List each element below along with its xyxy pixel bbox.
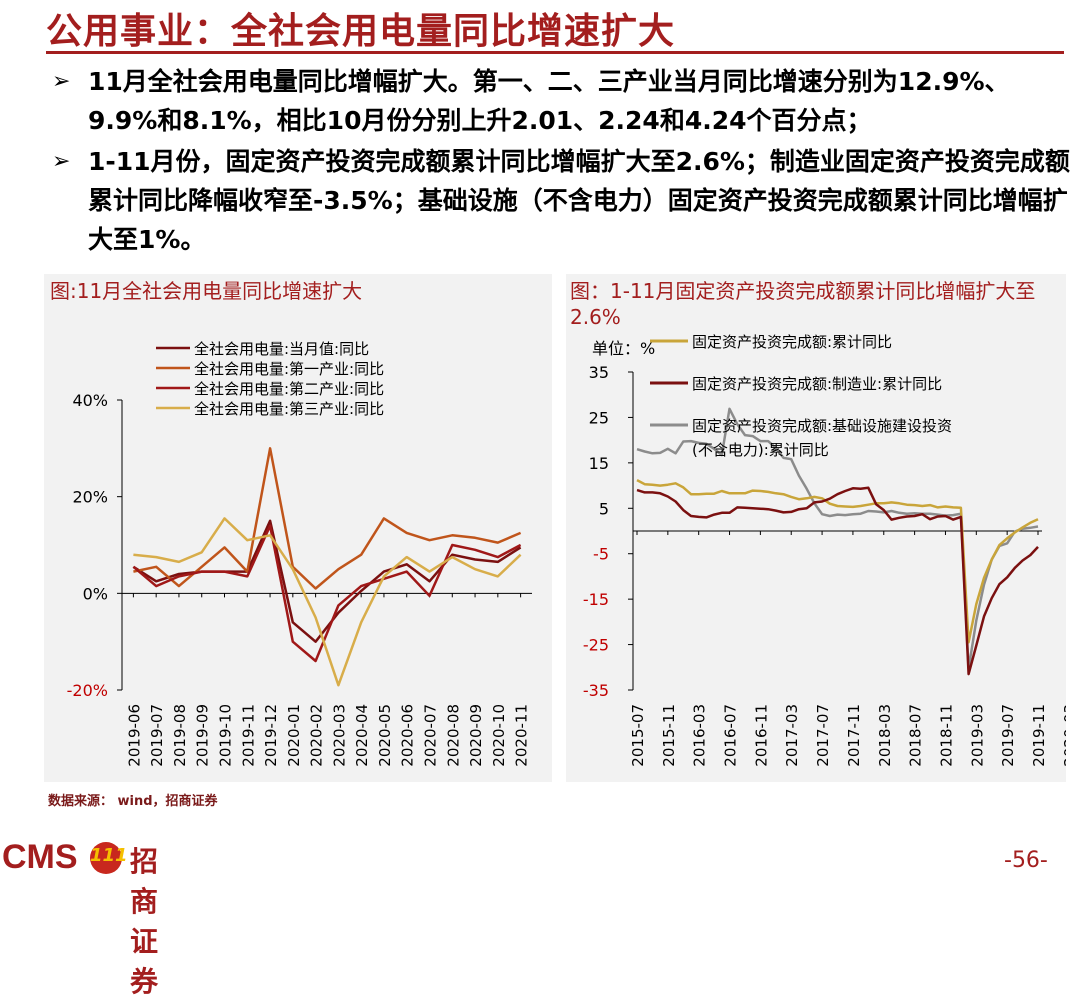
x-tick-label: 2020-07: [422, 704, 440, 767]
arrow-bullet-icon: ➢: [52, 149, 71, 174]
x-tick-label: 2020-11: [513, 704, 531, 767]
x-tick-label: 2019-03: [968, 704, 986, 767]
y-tick-label: -25: [583, 636, 609, 655]
logo-badge-icon: 111: [90, 842, 128, 874]
bullet-text: 1-11月份，固定资产投资完成额累计同比增幅扩大至2.6%；制造业固定资产投资完…: [88, 147, 1070, 254]
x-tick-label: 2019-07: [999, 704, 1017, 767]
y-tick-label: 20%: [72, 488, 108, 507]
x-tick-label: 2019-10: [217, 704, 235, 767]
series-line-3: [132, 524, 522, 663]
y-tick-label: 0%: [83, 584, 108, 603]
logo-badge-text: 111: [90, 845, 128, 866]
x-tick-label: 2020-03: [330, 704, 348, 767]
y-tick-label: 40%: [72, 391, 108, 410]
y-tick-label: 35: [589, 363, 609, 382]
x-tick-label: 2019-12: [262, 704, 280, 767]
x-tick-label: 2020-02: [308, 704, 326, 767]
y-tick-label: -35: [583, 681, 609, 700]
title-divider: [46, 51, 1064, 54]
logo-name: 招商证券: [130, 845, 159, 998]
x-tick-label: 2017-11: [845, 704, 863, 767]
logo-cms: CMS: [2, 838, 78, 876]
x-tick-label: 2020-05: [376, 704, 394, 767]
y-tick-label: -5: [593, 545, 609, 564]
chart-panel-right: 图：1-11月固定资产投资完成额累计同比增幅扩大至2.6% 单位：% -35 -25…: [566, 274, 1066, 782]
x-tick-label: 2020-03: [1061, 704, 1066, 767]
x-tick-label: 2020-10: [490, 704, 508, 767]
y-tick-label: 15: [589, 454, 609, 473]
legend-label: 固定资产投资完成额:制造业:累计同比: [692, 375, 942, 393]
x-tick-label: 2015-11: [660, 704, 678, 767]
x-tick-label: 2015-07: [629, 704, 647, 767]
chart-title: 图:11月全社会用电量同比增速扩大: [50, 279, 363, 303]
x-tick-label: 2018-03: [876, 704, 894, 767]
legend-label: 全社会用电量:第一产业:同比: [194, 360, 384, 378]
y-tick-label: -15: [583, 590, 609, 609]
series-line-2: [636, 486, 1039, 676]
x-tick-label: 2020-06: [399, 704, 417, 767]
legend-label: 全社会用电量:当月值:同比: [194, 340, 369, 358]
x-tick-label: 2019-08: [171, 704, 189, 767]
x-tick-label: 2019-07: [148, 704, 166, 767]
x-tick-label: 2018-11: [937, 704, 955, 767]
x-tick-label: 2019-11: [239, 704, 257, 767]
page-number: -56-: [1004, 848, 1048, 873]
chart-panel-left: 图:11月全社会用电量同比增速扩大 -20% 0% 20% 40% 2019-06 201…: [44, 274, 552, 782]
y-tick-label: -20%: [67, 681, 108, 700]
x-tick-label: 2017-03: [783, 704, 801, 767]
x-tick-label: 2018-07: [907, 704, 925, 767]
series-line-4: [133, 517, 522, 687]
legend-label: 全社会用电量:第三产业:同比: [194, 400, 384, 418]
unit-label: 单位：%: [592, 339, 655, 358]
bullet-2: ➢ 1-11月份，固定资产投资完成额累计同比增幅扩大至2.6%；制造业固定资产投…: [52, 142, 1078, 259]
series-line-1: [132, 519, 522, 643]
series-line-3: [636, 407, 1039, 670]
x-tick-label: 2020-01: [285, 704, 303, 767]
x-tick-label: 2016-07: [722, 704, 740, 767]
x-tick-label: 2017-07: [814, 704, 832, 767]
bullet-text: 11月全社会用电量同比增幅扩大。第一、二、三产业当月同比增速分别为12.9%、9…: [88, 67, 1010, 135]
x-tick-label: 2020-04: [353, 704, 371, 767]
legend-label: 全社会用电量:第二产业:同比: [194, 380, 384, 398]
x-tick-label: 2020-08: [444, 704, 462, 767]
x-tick-label: 2016-11: [752, 704, 770, 767]
x-tick-label: 2016-03: [691, 704, 709, 767]
legend-label: 固定资产投资完成额:累计同比: [692, 333, 892, 351]
data-source: 数据来源： wind，招商证券: [48, 794, 218, 809]
chart-title: 图：1-11月固定资产投资完成额累计同比增幅扩大至2.6%: [570, 279, 1036, 329]
series-line-1: [636, 478, 1039, 644]
x-tick-label: 2019-06: [125, 704, 143, 767]
x-tick-label: 2019-09: [194, 704, 212, 767]
x-tick-label: 2020-09: [467, 704, 485, 767]
y-tick-label: 5: [599, 499, 609, 518]
chart-fixed-investment: 单位：% -35 -25 -15 -5 5 15 25 35 2015-07 2015-11 2016…: [583, 333, 1066, 767]
legend-label: 固定资产投资完成额:基础设施建设投资(不含电力):累计同比: [692, 417, 952, 459]
page-title: 公用事业：全社会用电量同比增速扩大: [46, 11, 676, 52]
arrow-bullet-icon: ➢: [52, 69, 71, 94]
x-tick-label: 2019-11: [1030, 704, 1048, 767]
chart-electricity: -20% 0% 20% 40% 2019-06 2019-07 2019-08 2019-09…: [67, 340, 532, 767]
series-line-2: [133, 447, 522, 590]
y-tick-label: 25: [589, 408, 609, 427]
bullet-1: ➢ 11月全社会用电量同比增幅扩大。第一、二、三产业当月同比增速分别为12.9%…: [52, 62, 1078, 140]
